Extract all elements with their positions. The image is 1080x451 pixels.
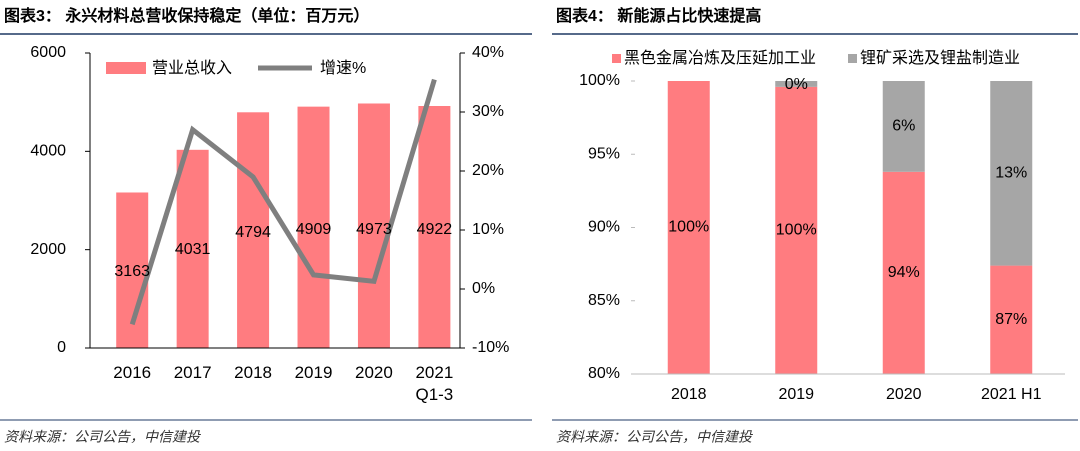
y-tick-label: 2000 bbox=[30, 241, 66, 258]
data-label: 0% bbox=[785, 76, 808, 93]
bar bbox=[237, 112, 270, 348]
bar bbox=[418, 106, 451, 348]
x-tick-label: 2021 H1 bbox=[981, 386, 1042, 403]
data-label: 4973 bbox=[356, 221, 392, 238]
x-tick-label: 2020 bbox=[355, 363, 393, 382]
bar-segment bbox=[882, 171, 925, 374]
y2-tick-label: 0% bbox=[472, 280, 495, 297]
bar-segment bbox=[882, 81, 925, 172]
source: 资料来源：公司公告，中信建投 bbox=[556, 429, 754, 445]
y-tick-label: 0 bbox=[57, 339, 66, 356]
y-tick-label: 95% bbox=[588, 145, 620, 162]
growth-line bbox=[129, 78, 437, 326]
y-tick-label: 6000 bbox=[30, 44, 66, 61]
x-tick-label: 2021 Q1-3 bbox=[415, 363, 454, 404]
chart-title: 图表4： 新能源占比快速提高 bbox=[556, 6, 761, 25]
y2-tick-label: 40% bbox=[472, 44, 504, 61]
legend-swatch bbox=[612, 54, 621, 63]
data-label: 4922 bbox=[417, 221, 453, 238]
y-tick-label: 100% bbox=[579, 72, 620, 89]
bar-segment bbox=[990, 81, 1033, 266]
legend-label: 黑色金属冶炼及压延加工业 bbox=[624, 49, 816, 67]
bar bbox=[357, 103, 390, 348]
data-label: 6% bbox=[892, 118, 915, 135]
y-tick-label: 90% bbox=[588, 219, 620, 236]
legend-swatch bbox=[106, 62, 146, 74]
bar-segment bbox=[775, 86, 818, 375]
y-tick-label: 4000 bbox=[30, 143, 66, 160]
data-label: 13% bbox=[995, 165, 1027, 182]
data-label: 100% bbox=[776, 222, 817, 239]
legend-swatch bbox=[848, 54, 857, 63]
x-tick-label: 2018 bbox=[234, 363, 272, 382]
data-label: 94% bbox=[888, 264, 920, 281]
data-label: 87% bbox=[995, 311, 1027, 328]
data-label: 4031 bbox=[175, 241, 211, 258]
bar-segment bbox=[990, 265, 1033, 374]
legend-label: 锂矿采选及锂盐制造业 bbox=[860, 49, 1020, 67]
legend-label: 营业总收入 bbox=[152, 59, 232, 77]
x-tick-label: 2019 bbox=[778, 386, 814, 403]
x-tick-label: 2016 bbox=[113, 363, 152, 382]
chart-title: 图表3： 永兴材料总营收保持稳定（单位：百万元） bbox=[4, 6, 369, 25]
y2-tick-label: 30% bbox=[472, 103, 504, 120]
data-label: 100% bbox=[668, 219, 709, 236]
x-tick-label: 2017 bbox=[173, 363, 212, 382]
x-tick-label: 2020 bbox=[886, 386, 922, 403]
bar-segment bbox=[667, 81, 710, 374]
bar bbox=[176, 149, 209, 348]
x-tick-label: 2018 bbox=[671, 386, 707, 403]
data-label: 3163 bbox=[114, 263, 150, 280]
legend-label: 增速% bbox=[320, 59, 366, 77]
y2-tick-label: 20% bbox=[472, 162, 504, 179]
y-tick-label: 85% bbox=[588, 292, 620, 309]
y2-tick-label: 10% bbox=[472, 221, 504, 238]
source: 资料来源：公司公告，中信建投 bbox=[4, 429, 202, 445]
x-tick-label: 2019 bbox=[294, 363, 333, 382]
data-label: 4794 bbox=[235, 224, 271, 241]
data-label: 4909 bbox=[296, 221, 332, 238]
y-tick-label: 80% bbox=[588, 365, 620, 382]
y2-tick-label: -10% bbox=[472, 339, 509, 356]
bar bbox=[297, 106, 330, 348]
bar-segment bbox=[775, 81, 818, 87]
